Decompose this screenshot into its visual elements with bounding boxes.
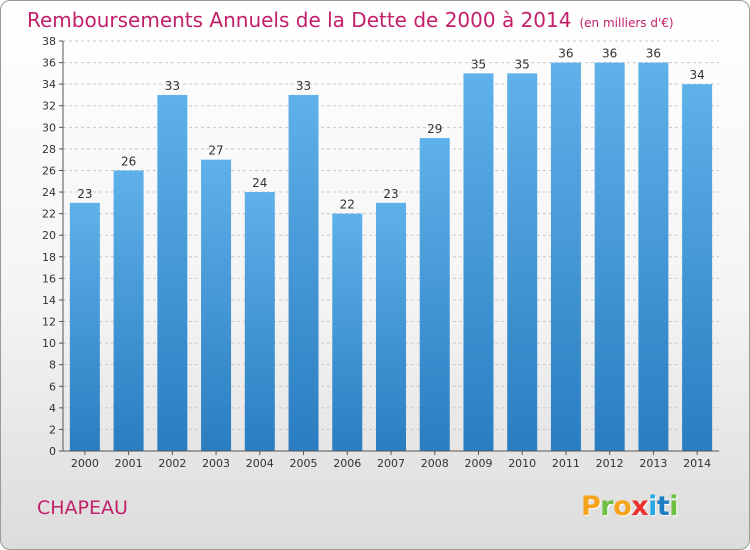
bar [288,94,319,452]
y-tick-label: 26 [42,164,56,177]
logo-letter: o [613,491,632,522]
logo-letter: i [669,491,679,522]
y-tick-label: 22 [42,208,56,221]
bar [244,192,275,452]
bar [550,62,581,451]
y-tick-label: 8 [49,359,56,372]
data-label: 33 [296,79,311,93]
logo-letter: r [600,491,614,522]
data-label: 26 [121,154,136,168]
y-tick-label: 34 [42,78,56,91]
bar [332,213,363,451]
bar [201,159,232,451]
chart-title-text: Remboursements Annuels de la Dette de 20… [27,8,572,32]
x-tick-label: 2004 [246,457,274,470]
x-tick-label: 2006 [333,457,361,470]
bar [69,202,100,451]
x-axis-ticks: 2000 2001 2002 2003 2004 2005 2006 2007 2008 2009… [71,451,711,470]
data-label: 22 [340,198,355,212]
data-label: 23 [77,187,92,201]
proxiti-logo: Proxiti [581,491,679,522]
bar [376,202,406,451]
logo-letter: i [648,491,657,522]
y-tick-label: 20 [42,229,56,242]
y-tick-label: 32 [42,100,56,113]
y-tick-label: 0 [49,445,56,458]
data-label: 24 [252,176,267,190]
x-tick-label: 2001 [115,457,143,470]
x-tick-label: 2003 [202,457,230,470]
data-label: 36 [602,47,617,61]
bar [638,62,669,451]
logo-letter: t [656,491,670,522]
x-tick-label: 2013 [639,457,667,470]
y-tick-label: 2 [49,423,56,436]
commune-name: CHAPEAU [37,497,128,519]
chart-title: Remboursements Annuels de la Dette de 20… [27,8,674,32]
axes [62,41,719,452]
data-label: 34 [689,68,704,82]
x-tick-label: 2002 [158,457,186,470]
y-tick-label: 12 [42,316,56,329]
bar [113,170,144,451]
bar [157,94,188,452]
y-tick-label: 6 [49,380,56,393]
y-tick-label: 14 [42,294,56,307]
x-tick-label: 2007 [377,457,405,470]
x-tick-label: 2005 [290,457,318,470]
bar [419,138,450,451]
bars [69,62,713,452]
x-tick-label: 2010 [508,457,536,470]
data-label: 36 [558,47,573,61]
data-label: 29 [427,122,442,136]
data-label: 35 [471,57,486,71]
x-tick-label: 2008 [421,457,449,470]
data-label: 33 [165,79,180,93]
bar [507,73,538,452]
data-label: 23 [383,187,398,201]
data-label: 35 [515,57,530,71]
y-tick-label: 30 [42,121,56,134]
data-label: 36 [646,47,661,61]
x-tick-label: 2012 [596,457,624,470]
chart-subtitle: (en milliers d'€) [579,16,674,30]
x-tick-label: 2014 [683,457,711,470]
logo-letter: P [581,491,601,522]
logo-letter: x [631,491,649,522]
x-tick-label: 2009 [464,457,492,470]
data-labels: 23 26 33 27 24 33 22 23 29 35 35 36 36 36 34 [77,47,705,212]
y-tick-label: 16 [42,272,56,285]
y-tick-label: 18 [42,251,56,264]
y-tick-label: 10 [42,337,56,350]
bar [682,84,713,451]
y-tick-label: 38 [42,35,56,48]
x-tick-label: 2011 [552,457,580,470]
y-tick-label: 36 [42,57,56,70]
x-tick-label: 2000 [71,457,99,470]
y-tick-label: 4 [49,402,56,415]
bar [594,62,625,451]
bar [463,73,494,452]
y-tick-label: 28 [42,143,56,156]
data-label: 27 [208,144,223,158]
y-tick-label: 24 [42,186,56,199]
